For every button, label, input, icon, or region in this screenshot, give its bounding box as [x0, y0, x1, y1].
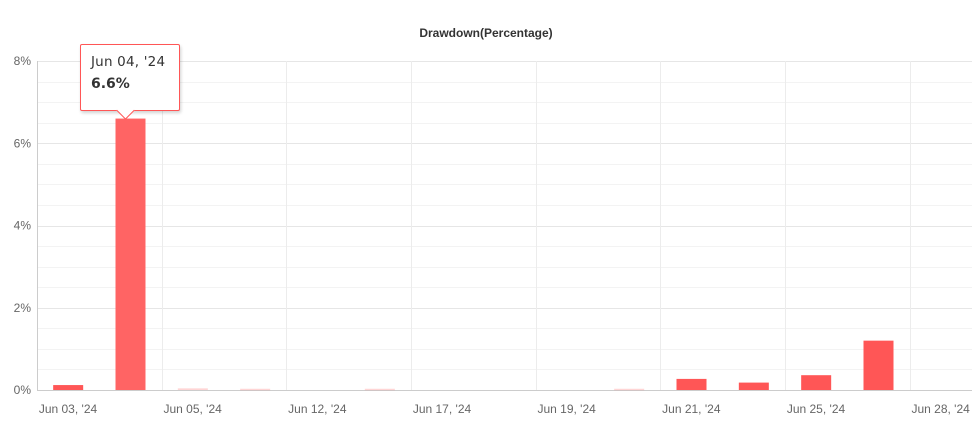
x-tick-label: Jun 21, '24: [662, 402, 721, 416]
bar[interactable]: [676, 378, 707, 390]
tooltip-date: Jun 04, '24: [91, 54, 166, 70]
bar[interactable]: [614, 388, 645, 391]
bar[interactable]: [177, 388, 208, 390]
bar[interactable]: [240, 388, 271, 391]
bar[interactable]: [364, 388, 395, 391]
x-tick-label: Jun 03, '24: [39, 402, 98, 416]
x-tick-label: Jun 25, '24: [787, 402, 846, 416]
x-tick-label: Jun 17, '24: [413, 402, 472, 416]
y-tick-label: 4%: [14, 219, 32, 233]
axis-layer: 0% 2% 4% 6% 8% Jun 03, '24 Jun 05, '24 Jun 12, …: [14, 54, 972, 416]
grid-layer: [37, 61, 972, 391]
bar[interactable]: [801, 375, 832, 390]
x-tick-label: Jun 19, '24: [537, 402, 596, 416]
bar-layer: [53, 118, 894, 391]
y-tick-label: 8%: [14, 54, 32, 68]
tooltip-value: 6.6%: [91, 76, 130, 92]
bar[interactable]: [115, 118, 146, 390]
y-tick-label: 2%: [14, 301, 32, 315]
bar-tooltip: Jun 04, '24 6.6%: [80, 44, 180, 120]
bar[interactable]: [53, 385, 84, 390]
x-tick-label: Jun 05, '24: [163, 402, 222, 416]
x-tick-label: Jun 12, '24: [288, 402, 347, 416]
bar[interactable]: [863, 340, 894, 390]
bar[interactable]: [738, 382, 769, 390]
y-tick-label: 6%: [14, 136, 32, 150]
chart-title: Drawdown(Percentage): [419, 26, 552, 40]
x-tick-label: Jun 28, '24: [911, 402, 970, 416]
y-tick-label: 0%: [14, 383, 32, 397]
